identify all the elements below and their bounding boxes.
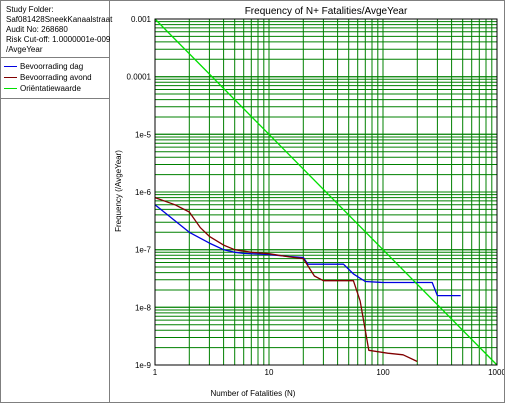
legend-swatch-darkred bbox=[4, 77, 17, 79]
audit-number: Audit No: 268680 bbox=[6, 25, 68, 34]
legend-item-orientatiewaarde: Oriëntatiewaarde bbox=[4, 84, 81, 94]
x-tick-label: 1000 bbox=[488, 368, 504, 377]
x-tick-label: 10 bbox=[265, 368, 274, 377]
x-tick-label: 1 bbox=[153, 368, 158, 377]
info-legend-panel: Study Folder: Saf081428SneekKanaalstraat… bbox=[1, 1, 112, 402]
chart-title: Frequency of N+ Fatalities/AvgeYear bbox=[245, 6, 408, 17]
risk-cutoff-unit: /AvgeYear bbox=[6, 45, 43, 54]
y-axis-label: Frequency (/AvgeYear) bbox=[114, 150, 123, 232]
legend-label: Bevoorrading dag bbox=[20, 62, 84, 71]
legend-label: Oriëntatiewaarde bbox=[20, 84, 81, 93]
study-info: Study Folder: Saf081428SneekKanaalstraat… bbox=[6, 5, 112, 55]
y-tick-label: 1e-8 bbox=[135, 303, 152, 312]
series-line-2 bbox=[154, 18, 498, 366]
legend-item-bevoorrading-avond: Bevoorrading avond bbox=[4, 73, 92, 83]
legend-swatch-blue bbox=[4, 66, 17, 68]
study-folder-label: Study Folder: bbox=[6, 5, 54, 14]
study-folder-value: Saf081428SneekKanaalstraat bbox=[6, 15, 113, 24]
y-tick-label: 1e-6 bbox=[135, 188, 152, 197]
y-tick-label: 1e-9 bbox=[135, 361, 152, 370]
series-line-1 bbox=[154, 196, 418, 363]
legend: Bevoorrading dag Bevoorrading avond Orië… bbox=[1, 57, 109, 99]
plot-border bbox=[154, 18, 498, 366]
legend-item-bevoorrading-dag: Bevoorrading dag bbox=[4, 62, 83, 72]
tick-labels: 1 10 100 1000 0.001 0.0001 1e-5 1e-6 1e-7 1e-8 1e-… bbox=[127, 15, 504, 377]
x-tick-label: 100 bbox=[376, 368, 390, 377]
y-tick-label: 0.001 bbox=[131, 15, 152, 24]
legend-label: Bevoorrading avond bbox=[20, 73, 92, 82]
y-tick-label: 1e-7 bbox=[135, 246, 152, 255]
x-axis-label: Number of Fatalities (N) bbox=[211, 389, 296, 398]
y-tick-label: 0.0001 bbox=[127, 73, 152, 82]
risk-cutoff: Risk Cut-off: 1.0000001e-009 bbox=[6, 35, 111, 44]
y-tick-label: 1e-5 bbox=[135, 130, 152, 139]
series-line-0 bbox=[154, 204, 461, 297]
series-layer bbox=[154, 18, 498, 366]
legend-swatch-green bbox=[4, 88, 17, 90]
